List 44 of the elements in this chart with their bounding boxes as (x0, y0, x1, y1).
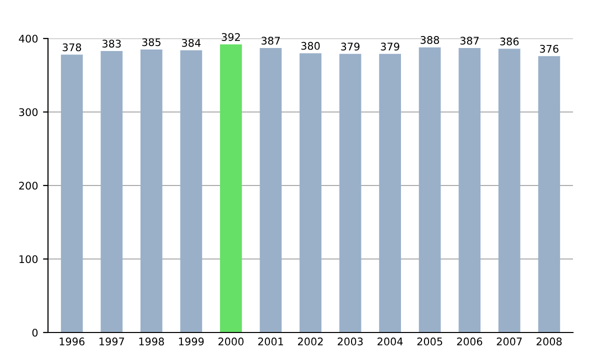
bar (180, 50, 202, 332)
x-tick-label: 2000 (218, 338, 244, 346)
bar (418, 47, 441, 332)
x-tick-label: 2001 (258, 338, 284, 346)
x-tick-label: 1999 (179, 338, 204, 346)
y-tick-label: 400 (18, 34, 38, 43)
data-label: 392 (222, 33, 240, 41)
data-label: 380 (301, 42, 320, 50)
x-tick-label: 2004 (378, 338, 403, 346)
data-label: 379 (380, 42, 400, 51)
x-tick-label: 1996 (60, 338, 84, 346)
bar (379, 54, 401, 332)
data-label: 387 (460, 36, 479, 45)
data-label: 385 (142, 38, 160, 46)
data-label: 383 (102, 40, 121, 48)
data-label: 386 (500, 38, 519, 46)
x-tick-label: 2005 (417, 338, 442, 346)
data-label: 378 (62, 43, 82, 52)
bar (100, 50, 123, 332)
bar (538, 56, 560, 332)
data-label: 376 (540, 44, 558, 53)
x-tick-label: 2008 (536, 338, 562, 346)
y-tick-label: 300 (19, 108, 38, 116)
x-tick-label: 2002 (298, 338, 323, 346)
y-tick-label: 0 (32, 328, 38, 337)
bar (300, 53, 322, 332)
data-label: 379 (341, 42, 360, 51)
bar (60, 54, 83, 332)
x-tick-label: 2006 (457, 338, 482, 346)
bar (140, 50, 162, 332)
data-label: 387 (262, 36, 280, 45)
bar (498, 48, 520, 332)
y-tick-label: 100 (20, 255, 38, 264)
y-tick-label: 200 (19, 182, 38, 190)
x-tick-label: 1998 (139, 338, 164, 346)
data-label: 384 (182, 38, 201, 47)
bar (458, 48, 481, 332)
x-tick-label: 1997 (100, 338, 124, 346)
data-label: 388 (420, 36, 440, 44)
bar (339, 54, 362, 332)
bar (220, 44, 242, 332)
x-tick-label: 2003 (338, 338, 363, 346)
x-tick-label: 2007 (496, 338, 522, 346)
bar (260, 48, 282, 332)
